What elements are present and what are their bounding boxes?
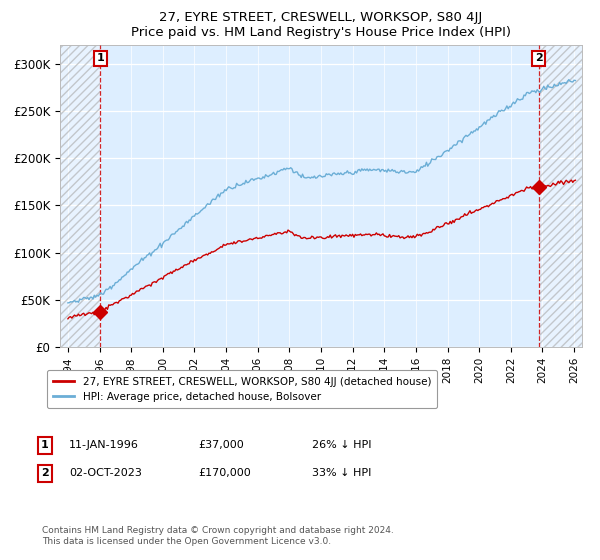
Text: 2: 2 bbox=[41, 468, 49, 478]
Legend: 27, EYRE STREET, CRESWELL, WORKSOP, S80 4JJ (detached house), HPI: Average price: 27, EYRE STREET, CRESWELL, WORKSOP, S80 … bbox=[47, 370, 437, 408]
Bar bbox=[539, 45, 582, 347]
Text: 26% ↓ HPI: 26% ↓ HPI bbox=[312, 440, 371, 450]
Bar bbox=[60, 45, 100, 347]
Text: £37,000: £37,000 bbox=[198, 440, 244, 450]
Text: 11-JAN-1996: 11-JAN-1996 bbox=[69, 440, 139, 450]
Text: £170,000: £170,000 bbox=[198, 468, 251, 478]
Text: 02-OCT-2023: 02-OCT-2023 bbox=[69, 468, 142, 478]
Text: 2: 2 bbox=[535, 53, 542, 63]
Title: 27, EYRE STREET, CRESWELL, WORKSOP, S80 4JJ
Price paid vs. HM Land Registry's Ho: 27, EYRE STREET, CRESWELL, WORKSOP, S80 … bbox=[131, 11, 511, 39]
Bar bbox=[60, 45, 100, 347]
Text: 33% ↓ HPI: 33% ↓ HPI bbox=[312, 468, 371, 478]
Text: 1: 1 bbox=[41, 440, 49, 450]
Text: 1: 1 bbox=[97, 53, 104, 63]
Bar bbox=[539, 45, 582, 347]
Text: Contains HM Land Registry data © Crown copyright and database right 2024.
This d: Contains HM Land Registry data © Crown c… bbox=[42, 526, 394, 546]
